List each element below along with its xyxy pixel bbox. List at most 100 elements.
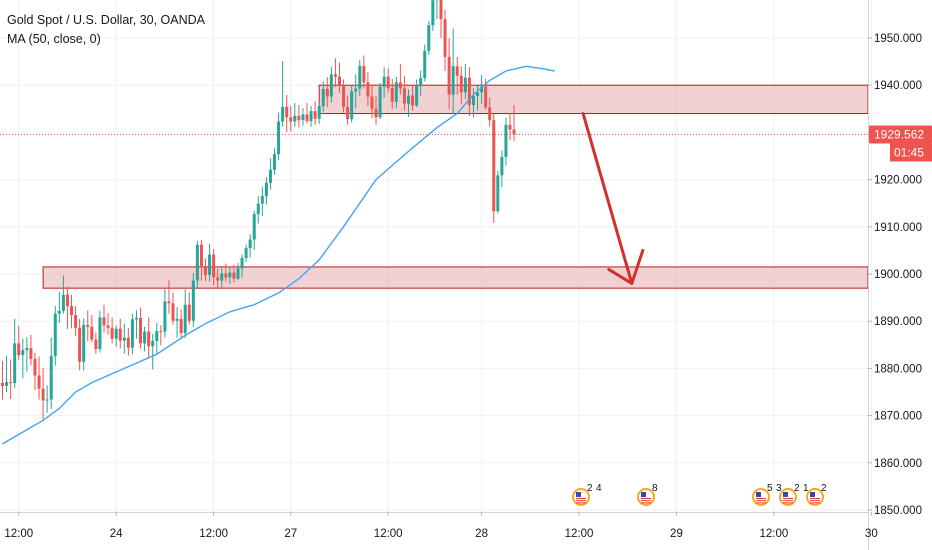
price-tick-label: 1870.000 [874,411,922,423]
candle-body-89 [362,65,366,83]
candle-body-76 [309,111,313,122]
time-tick-label: 12:00 [760,528,789,540]
symbol-title[interactable]: Gold Spot / U.S. Dollar, 30, OANDA [7,13,205,27]
candle-53 [216,268,220,290]
candle-103 [419,70,423,97]
candle-36 [147,317,151,359]
candle-body-81 [329,74,333,97]
candle-5 [21,338,25,379]
candle-body-9 [37,375,41,389]
event-flag-canton [783,492,788,497]
event-flag-stripe [783,498,793,499]
candle-body-98 [398,82,402,89]
candle-55 [224,263,228,282]
candle-63 [256,196,260,224]
time-tick-label: 12:00 [374,528,403,540]
candle-79 [321,81,325,112]
price-tag-value: 1929.562 [874,127,924,141]
candle-76 [309,105,313,127]
candle-84 [342,79,346,113]
candle-89 [362,55,366,89]
candle-30 [122,323,126,354]
candle-body-61 [248,239,252,249]
candle-83 [337,62,341,93]
candle-body-110 [447,56,451,95]
candle-body-49 [199,244,203,268]
candle-body-10 [41,388,45,401]
event-flag-canton [576,492,581,497]
candle-body-84 [342,86,346,107]
candle-body-102 [415,86,419,106]
candle-77 [313,101,317,125]
price-axis[interactable]: 1950.0001940.0001930.0001920.0001910.000… [868,0,922,550]
candle-body-126 [512,129,516,135]
event-flag-stripe [576,500,586,502]
candle-58 [236,263,240,281]
candle-49 [199,240,203,281]
event-flag-stripe [756,500,766,502]
candle-body-47 [191,280,195,321]
candle-25 [102,304,106,333]
countdown-bg [890,143,932,162]
event-flag-stripe [783,500,793,502]
indicator-label[interactable]: MA (50, close, 0) [7,32,101,46]
event-flag-stripe [756,498,766,499]
candle-body-125 [508,124,512,130]
candle-35 [143,326,147,352]
candle-121 [492,113,496,224]
time-tick-label: 24 [110,528,123,540]
event-flag-canton [641,492,646,497]
candle-body-80 [325,88,329,97]
candle-body-73 [297,115,301,121]
candle-94 [382,67,386,98]
candle-59 [240,254,244,278]
event-marker-4[interactable]: 2 [806,483,827,506]
candle-28 [114,325,118,347]
candle-93 [378,82,382,120]
candle-74 [301,108,305,126]
candle-body-93 [378,86,382,118]
event-flag-stripe [810,500,820,502]
candle-body-50 [204,267,207,275]
candle-122 [496,170,500,214]
candle-body-120 [488,107,492,121]
candle-body-37 [151,341,155,347]
candle-1 [5,355,9,392]
candle-body-97 [394,82,398,102]
candle-44 [179,309,183,340]
candle-body-2 [9,382,13,384]
event-count-label: 2 [794,483,800,494]
event-count-label: 5 [767,483,773,494]
candle-body-39 [159,331,163,333]
candle-body-11 [45,399,49,401]
candle-111 [451,28,455,114]
grid-lines [0,0,872,512]
candle-114 [463,63,467,99]
candle-13 [53,306,57,366]
event-flag-stripe [641,498,651,499]
candle-21 [86,310,90,342]
candle-body-40 [163,301,167,332]
candle-body-66 [268,169,272,183]
candle-112 [455,56,459,95]
candle-68 [277,112,281,161]
candle-body-104 [423,50,427,79]
event-flag-stripe [756,502,766,504]
candle-88 [358,59,362,97]
candle-96 [390,79,394,109]
time-axis[interactable]: 12:00 24 12:00 27 12:00 28 12:00 29 12:00 30 [0,512,878,540]
event-marker-1[interactable]: 8 [637,483,658,506]
candle-32 [130,313,134,355]
event-flag-stripe [810,498,820,499]
candle-body-30 [122,337,126,341]
event-flag-stripe [576,498,586,499]
candle-body-85 [346,106,350,120]
candle-body-43 [175,318,179,321]
candle-98 [398,63,402,95]
candle-31 [126,327,130,356]
